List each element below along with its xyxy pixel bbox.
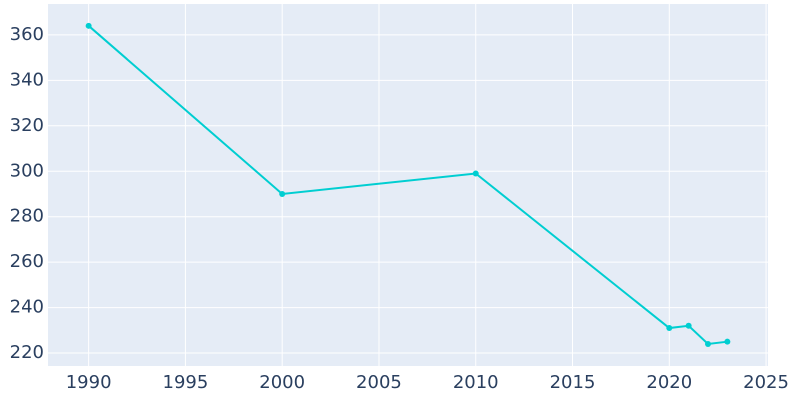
marker bbox=[666, 325, 673, 332]
y-tick-label: 280 bbox=[10, 206, 44, 227]
y-tick-label: 220 bbox=[10, 342, 44, 363]
y-tick-label: 260 bbox=[10, 251, 44, 272]
marker bbox=[279, 190, 286, 197]
x-tick-label: 2015 bbox=[550, 372, 596, 393]
x-tick-label: 1995 bbox=[163, 372, 209, 393]
marker bbox=[724, 338, 731, 345]
marker bbox=[472, 170, 479, 177]
plot-area bbox=[48, 4, 768, 366]
x-tick-label: 2000 bbox=[259, 372, 305, 393]
y-tick-label: 240 bbox=[10, 297, 44, 318]
y-tick-label: 320 bbox=[10, 115, 44, 136]
x-tick-label: 2025 bbox=[743, 372, 789, 393]
y-tick-label: 340 bbox=[10, 69, 44, 90]
marker bbox=[85, 22, 92, 29]
x-tick-label: 2005 bbox=[356, 372, 402, 393]
x-tick-label: 2010 bbox=[453, 372, 499, 393]
x-tick-label: 2020 bbox=[646, 372, 692, 393]
x-tick-label: 1990 bbox=[66, 372, 112, 393]
marker bbox=[685, 322, 692, 329]
marker bbox=[705, 340, 711, 347]
y-tick-label: 300 bbox=[10, 160, 44, 181]
y-tick-label: 360 bbox=[10, 24, 44, 45]
